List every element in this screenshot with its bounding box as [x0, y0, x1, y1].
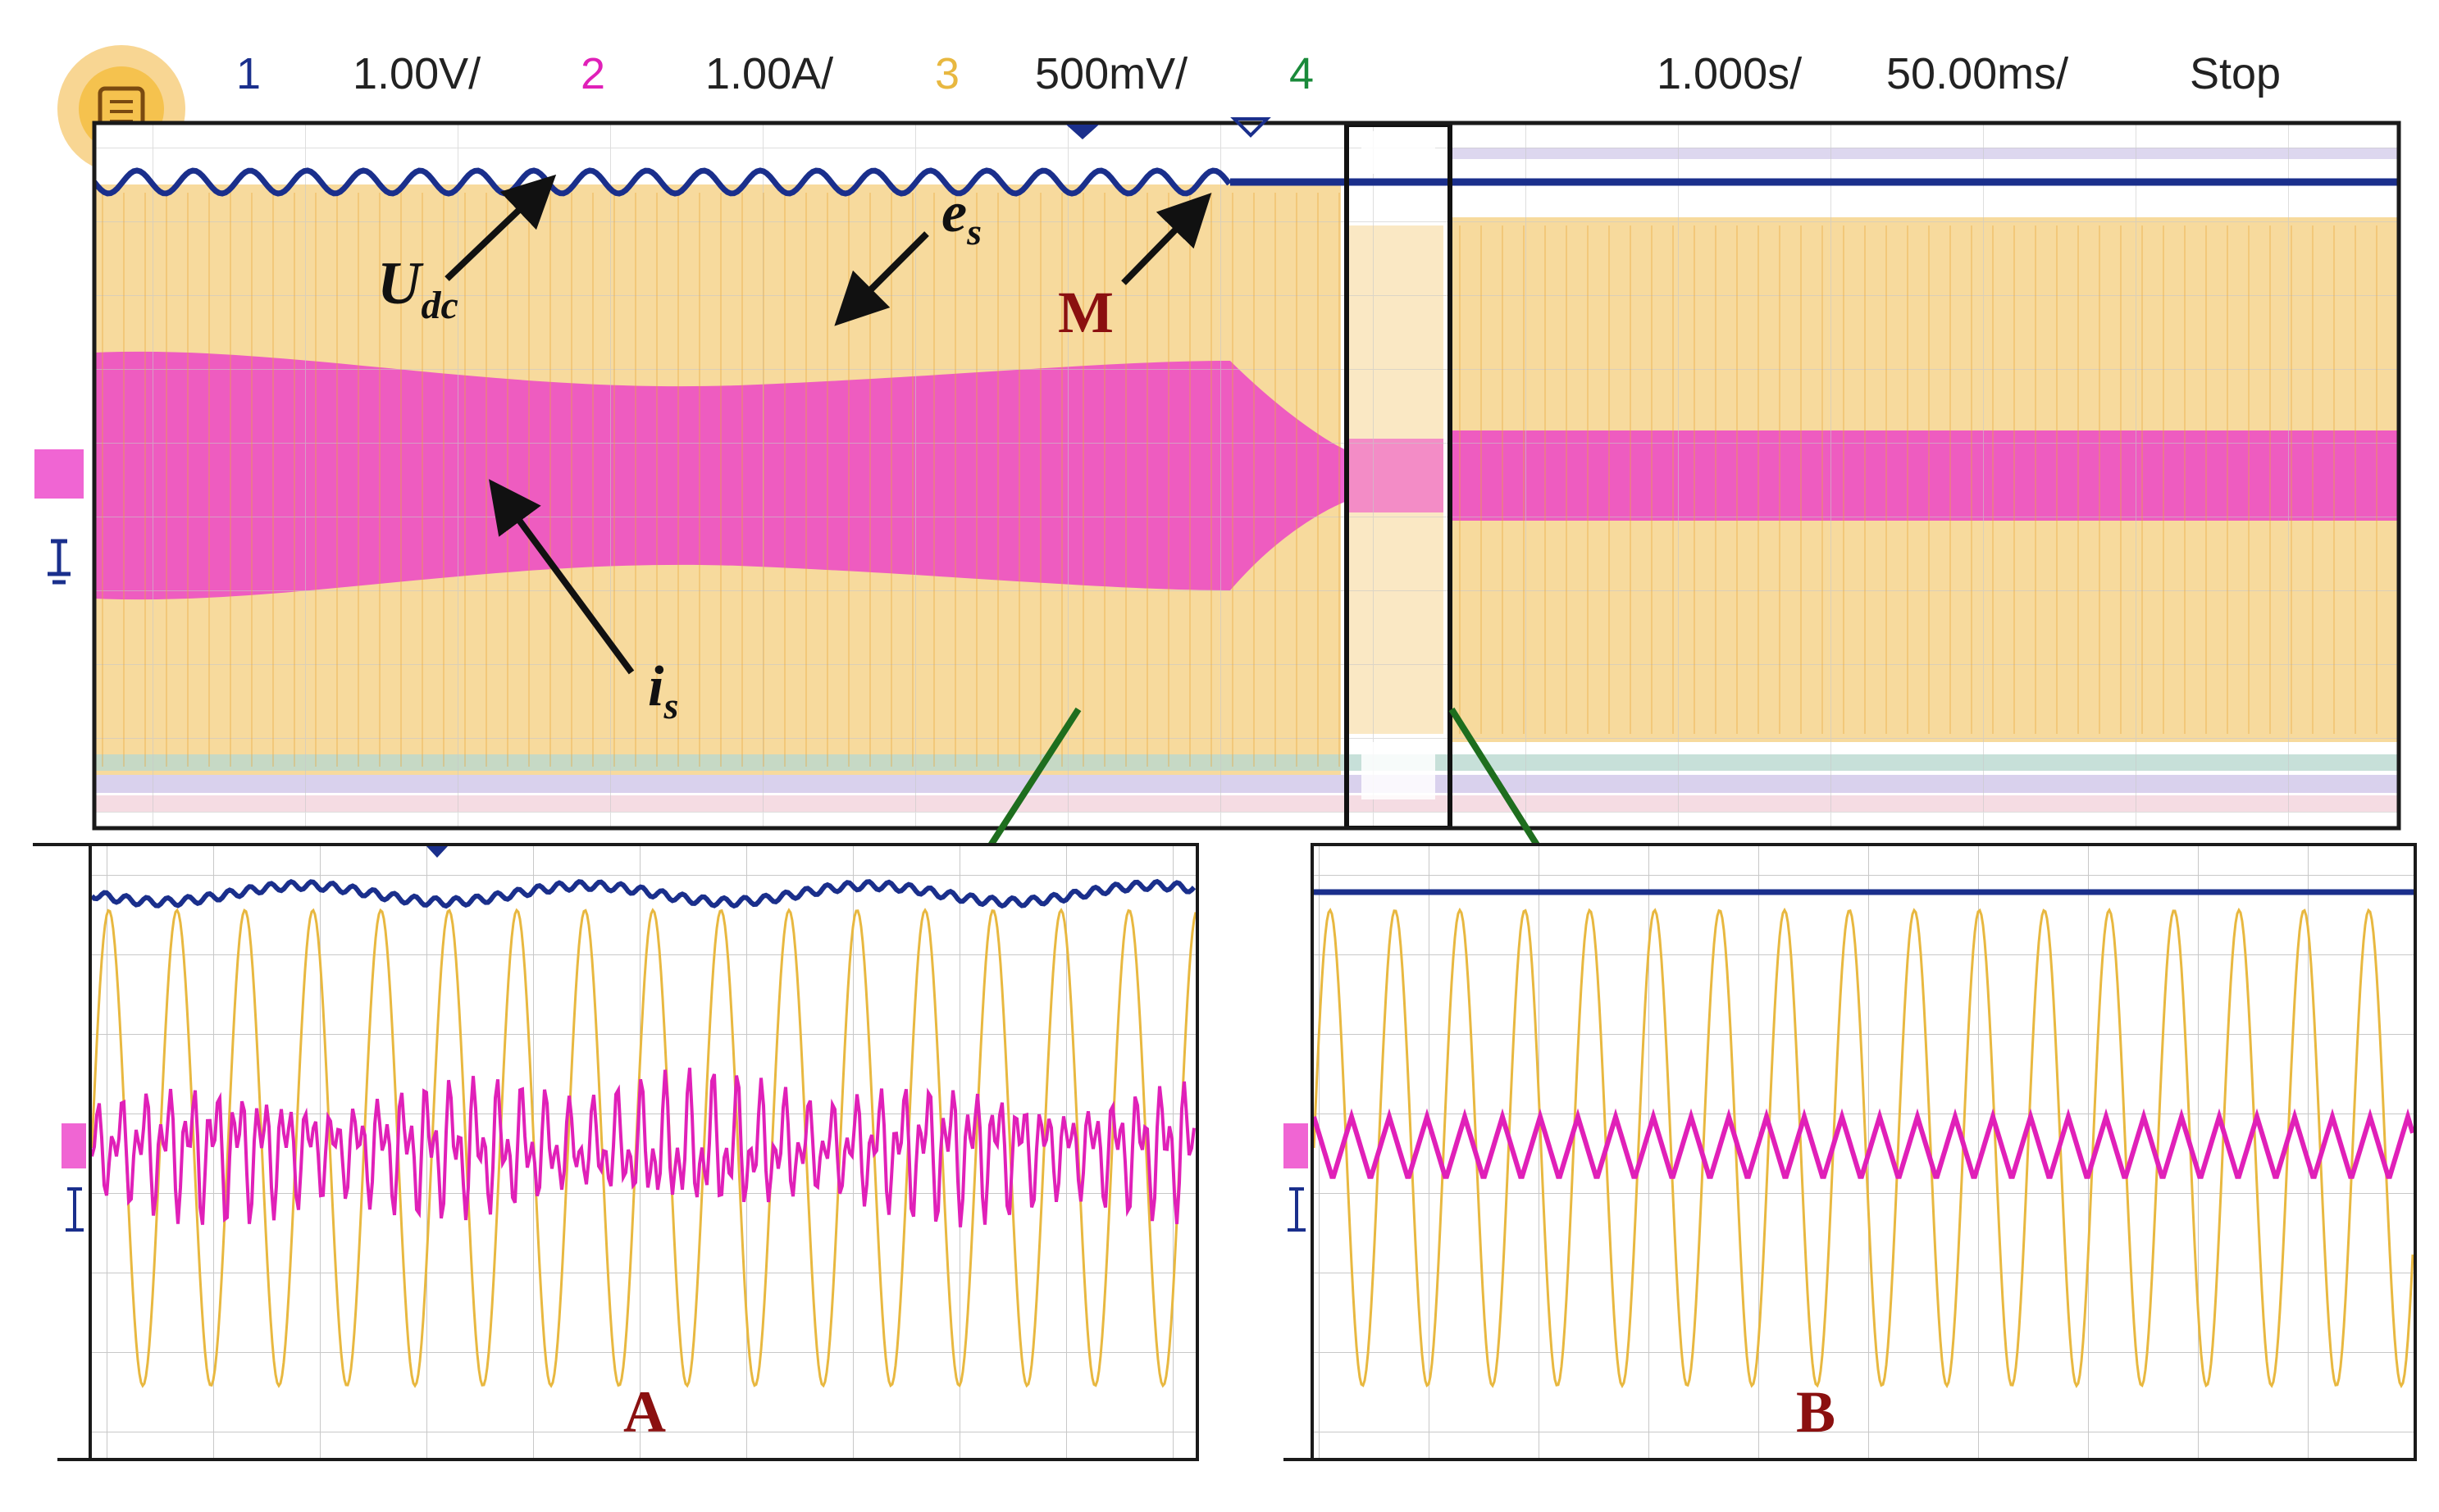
zoom-a-ground-marker-icon[interactable]: [62, 1123, 86, 1232]
ch1-scale[interactable]: 1.00V/: [353, 49, 481, 98]
udc-trace: [94, 167, 1232, 197]
ch2-label[interactable]: 2: [581, 49, 605, 98]
run-stop-status[interactable]: Stop: [2190, 49, 2281, 98]
zoom-a-label: A: [623, 1379, 666, 1445]
ch1-label[interactable]: 1: [236, 49, 261, 98]
time-scale[interactable]: 1.000s/: [1657, 49, 1802, 98]
zoom-b-es-trace: [1312, 907, 2414, 1389]
ch4-label[interactable]: 4: [1289, 49, 1314, 98]
ch3-label[interactable]: 3: [935, 49, 960, 98]
m-arrow: [1121, 193, 1212, 285]
udc-label: Udc: [377, 250, 458, 327]
es-texture-right: [1459, 225, 2399, 734]
udc-trace-ripple: [94, 167, 1232, 197]
zoom-b-is-trace: [1312, 1108, 2415, 1179]
zoom-a-is-trace: [90, 1068, 1196, 1227]
zoom-a-udc-trace: [90, 878, 1197, 909]
main-grid: [94, 123, 2399, 828]
main-plot-frame: [92, 121, 2401, 831]
trigger-marker-icon[interactable]: [1066, 125, 1099, 139]
is-arrow: [488, 479, 635, 675]
es-texture-lines: [102, 193, 2399, 767]
udc-arrow: [444, 174, 557, 281]
main-waveform-panel: [34, 117, 2401, 831]
ground-marker-icon[interactable]: [34, 449, 84, 585]
ch3-scale[interactable]: 500mV/: [1035, 49, 1188, 98]
es-arrow: [834, 231, 929, 326]
status-toolbar: 1 1.00V/ 2 1.00A/ 3 500mV/ 4 1.000s/ 50.…: [57, 45, 2281, 173]
zoom-a-trigger-icon[interactable]: [426, 846, 448, 858]
m-label: M: [1058, 280, 1114, 345]
es-label: es: [941, 181, 982, 253]
zoom-panel-a: A: [33, 843, 1199, 1461]
zoom-panel-b: B: [1283, 843, 2417, 1461]
zoom-b-ground-marker-icon[interactable]: [1283, 1123, 1308, 1232]
is-label: is: [648, 655, 678, 726]
time-delay[interactable]: 50.00ms/: [1886, 49, 2068, 98]
zoom-b-label: B: [1796, 1379, 1835, 1445]
ch2-scale[interactable]: 1.00A/: [705, 49, 833, 98]
trigger-position-icon[interactable]: [1230, 117, 1271, 138]
